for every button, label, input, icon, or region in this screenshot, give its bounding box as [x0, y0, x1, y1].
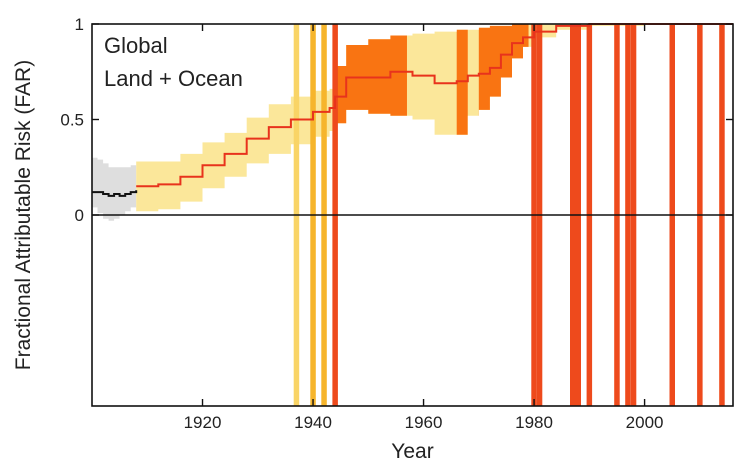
x-tick-label: 1980 [515, 413, 553, 432]
x-tick-label: 1960 [405, 413, 443, 432]
x-axis-title: Year [391, 440, 433, 463]
ticks-group: 1920 1940 1960 1980 2000 1 0.5 0 [60, 15, 733, 432]
y-tick-label: 0 [75, 206, 84, 225]
plot-area [92, 23, 733, 406]
confidence-band-group [136, 24, 733, 212]
pre-period-band-group [92, 157, 137, 221]
far-line [136, 23, 733, 188]
x-tick-label: 2000 [626, 413, 664, 432]
annotation-land-ocean: Land + Ocean [104, 66, 243, 91]
y-axis-title: Fractional Attributable Risk (FAR) [12, 60, 35, 370]
confidence-band-dark [478, 24, 529, 110]
pre-period-line [92, 190, 138, 197]
pre-period-band [92, 157, 137, 221]
annotation-global: Global [104, 33, 168, 58]
x-tick-label: 1920 [184, 413, 222, 432]
y-tick-label: 1 [75, 15, 84, 34]
y-tick-label: 0.5 [60, 111, 84, 130]
x-tick-label: 1940 [294, 413, 332, 432]
confidence-band-dark [335, 35, 407, 124]
confidence-band-light [136, 24, 733, 212]
series-lines-group [92, 23, 733, 197]
